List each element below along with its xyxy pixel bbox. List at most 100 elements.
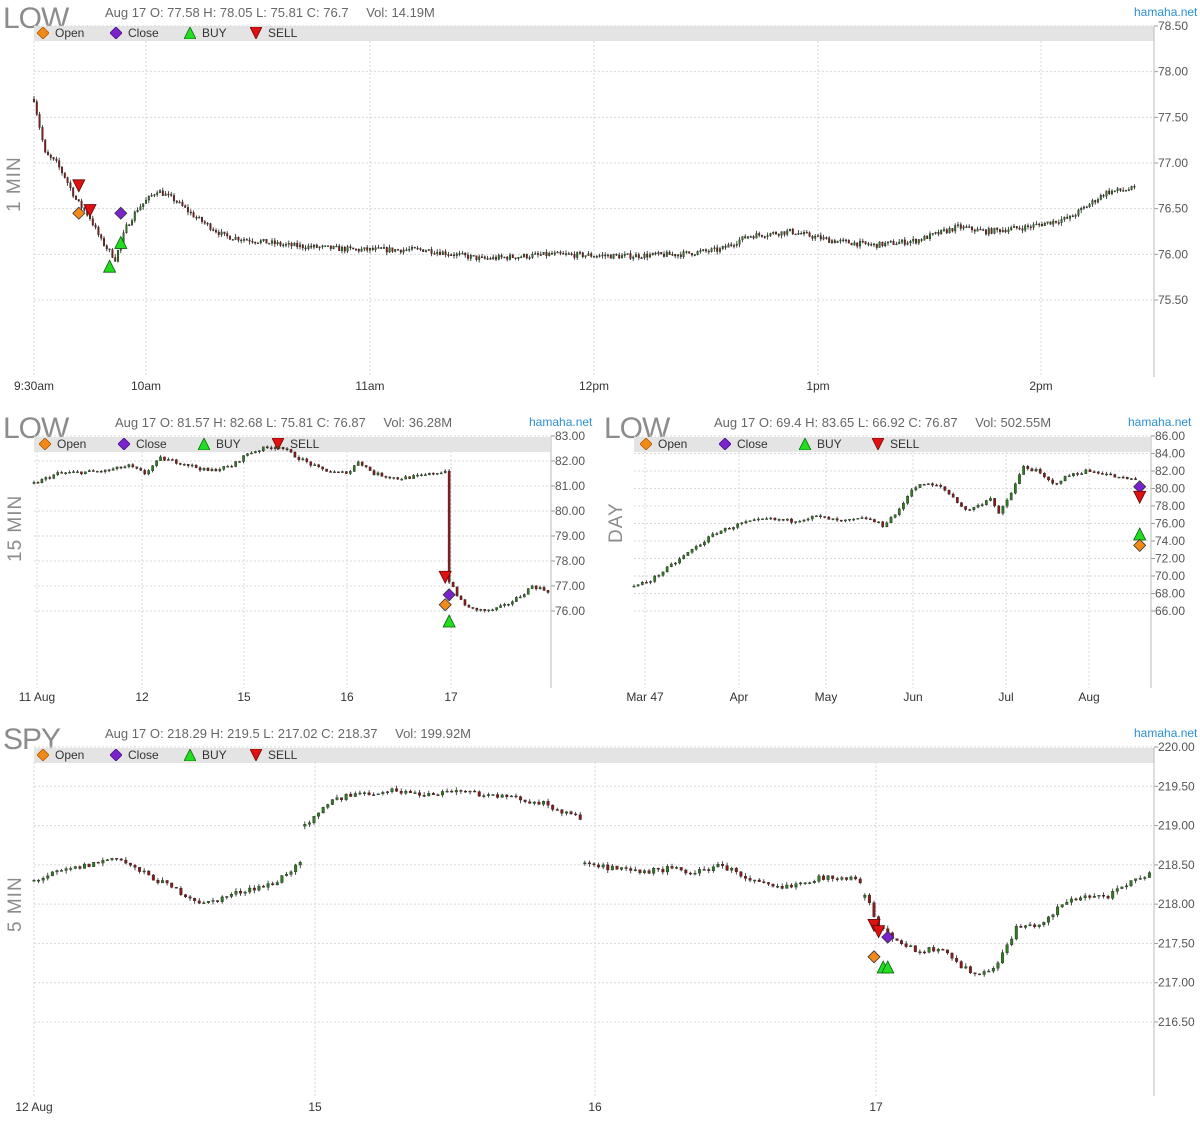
candle-body (119, 858, 123, 861)
candle-body (777, 233, 780, 236)
candle-body (114, 257, 117, 262)
candle-body (139, 468, 143, 471)
candle-body (259, 240, 262, 244)
candle-body (72, 471, 75, 473)
candle-body (312, 816, 316, 823)
candle-body (702, 869, 706, 871)
candle-body (234, 890, 238, 895)
candle-body (632, 256, 635, 259)
candle-body (287, 243, 290, 245)
candle-body (368, 466, 372, 471)
candle-body (817, 235, 819, 237)
candle-body (576, 252, 579, 258)
candle-body (1106, 896, 1110, 899)
y-tick-label: 218.50 (1158, 858, 1195, 872)
candle-body (377, 247, 380, 249)
candle-body (686, 552, 690, 556)
candle-body (427, 793, 431, 797)
candle-body (707, 250, 710, 253)
candle-body (909, 945, 913, 947)
candle-body (940, 229, 943, 235)
candle-body (831, 518, 835, 520)
candle-body (355, 248, 357, 251)
candle-body (721, 246, 724, 249)
candle-body (352, 465, 356, 472)
candle-body (797, 233, 800, 235)
candle-body (273, 447, 277, 449)
candle-body (653, 575, 657, 582)
candle-body (735, 244, 738, 246)
candle-body (500, 255, 503, 258)
candle-body (1010, 227, 1013, 230)
candle-body (163, 456, 166, 461)
candle-body (193, 897, 197, 902)
candle-body (83, 207, 86, 211)
candle-body (164, 193, 167, 196)
candle-body (587, 253, 590, 256)
brand-link[interactable]: hamaha.net (1134, 726, 1198, 740)
candle-body (184, 205, 187, 208)
candle-body (1120, 886, 1124, 889)
brand-link[interactable]: hamaha.net (1128, 415, 1192, 429)
candle-body (1125, 190, 1127, 192)
candle-body (875, 243, 878, 248)
candle-body (161, 880, 164, 884)
candle-body (775, 232, 777, 235)
candle-body (147, 195, 150, 201)
candle-body (551, 253, 553, 255)
brand-link[interactable]: hamaha.net (529, 415, 593, 429)
candle-body (836, 240, 839, 244)
x-tick-label: 17 (869, 1100, 883, 1114)
candle-body (69, 182, 72, 189)
close-diamond-icon (110, 27, 122, 39)
sell-triangle-icon (872, 438, 884, 450)
candle-body (289, 449, 293, 453)
candle-body (847, 240, 850, 244)
candle-body (190, 464, 194, 467)
close-marker (881, 930, 895, 944)
candle-body (772, 232, 775, 234)
candle-body (428, 472, 431, 475)
candle-body (198, 467, 202, 471)
candle-body (1014, 926, 1018, 940)
candle-body (864, 241, 867, 244)
candle-body (844, 519, 847, 522)
chart-panel-low-15min: LOW Aug 17 O: 81.57 H: 82.68 L: 75.81 C:… (0, 410, 600, 710)
y-tick-label: 78.00 (1155, 499, 1185, 513)
candle-body (724, 246, 727, 248)
candle-body (265, 446, 269, 449)
candle-body (675, 867, 679, 869)
candle-body (444, 251, 447, 255)
candle-body (310, 245, 313, 248)
candle-body (511, 601, 514, 605)
candle-body (1125, 476, 1129, 480)
candle-body (794, 883, 798, 888)
brand-link[interactable]: hamaha.net (1134, 5, 1198, 19)
candle-body (285, 244, 287, 246)
candle-body (845, 239, 847, 242)
candle-body (303, 824, 307, 827)
candle-body (1024, 225, 1027, 231)
candle-body (69, 868, 73, 870)
chart-panel-low-day: LOW Aug 17 O: 69.4 H: 83.65 L: 66.92 C: … (600, 410, 1200, 710)
candle-body (604, 254, 607, 257)
y-tick-label: 220.00 (1158, 740, 1195, 754)
candle-body (1076, 473, 1079, 475)
candle-body (360, 461, 364, 466)
candle-body (298, 862, 302, 866)
candle-body (281, 447, 285, 449)
candle-body (635, 254, 637, 258)
candle-body (1111, 891, 1115, 899)
candle-body (75, 196, 77, 200)
candle-body (301, 458, 305, 461)
candle-body (1007, 229, 1010, 233)
candle-body (748, 520, 752, 522)
candle-body (103, 469, 107, 472)
candle-body (1115, 888, 1119, 892)
candle-body (979, 228, 982, 231)
x-tick-label: 16 (340, 690, 354, 704)
candle-body (607, 254, 609, 257)
candle-body (1004, 229, 1007, 233)
candle-body (441, 251, 444, 255)
candle-body (996, 962, 1000, 969)
